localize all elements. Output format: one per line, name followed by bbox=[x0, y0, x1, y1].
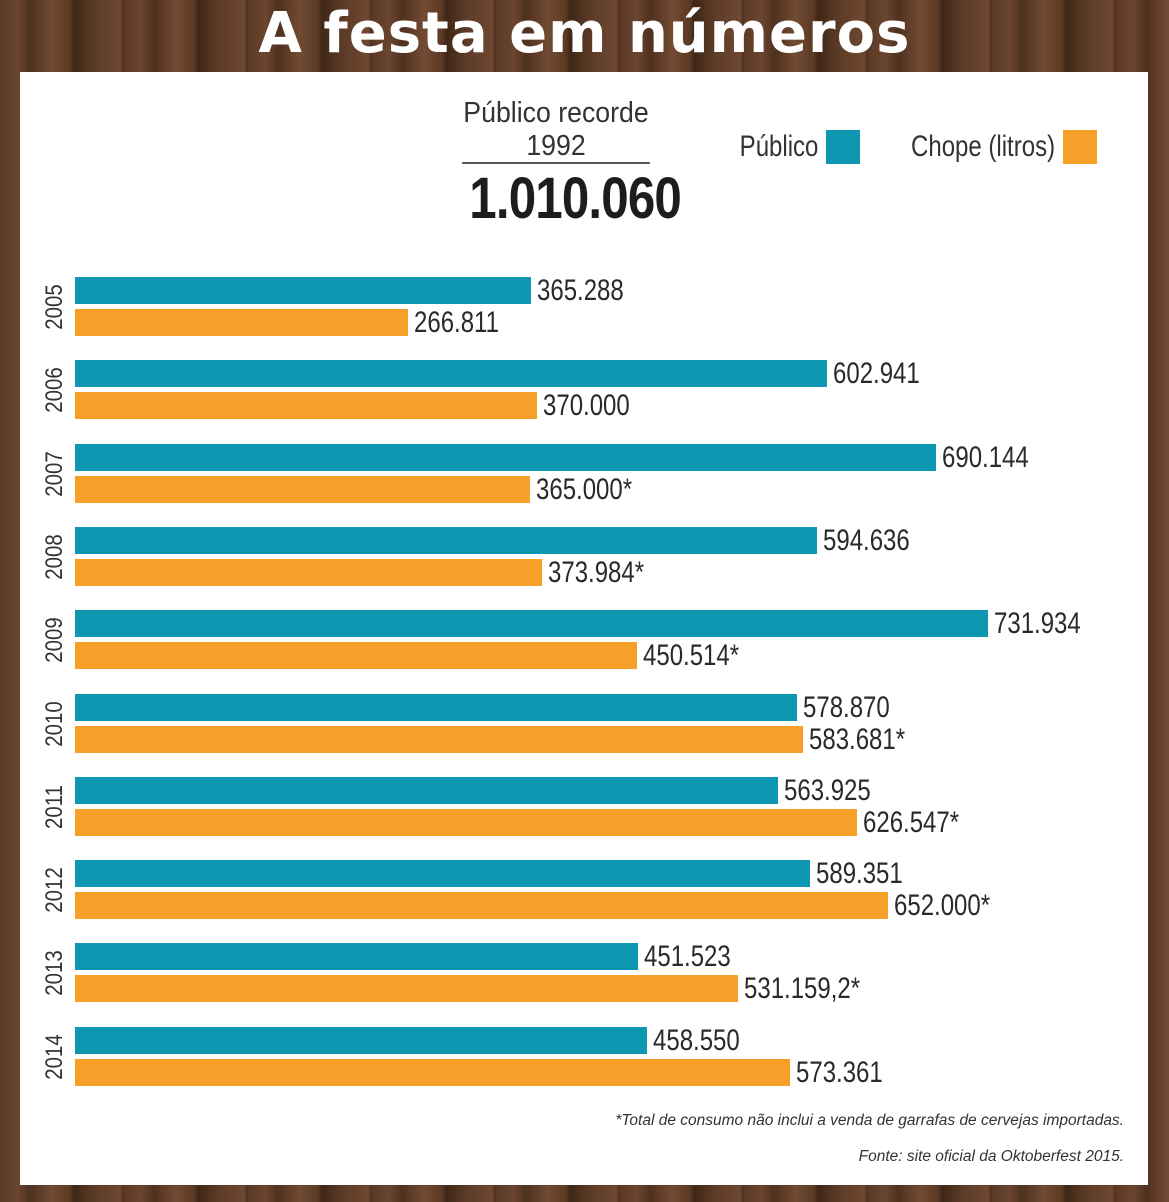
bar-chope bbox=[75, 309, 408, 336]
record-label: Público recorde bbox=[463, 97, 649, 129]
bar-publico bbox=[75, 277, 531, 304]
year-label: 2008 bbox=[41, 534, 68, 580]
year-label: 2009 bbox=[41, 617, 68, 663]
legend-publico: Público bbox=[720, 130, 861, 164]
bar-chope bbox=[75, 1058, 791, 1086]
record-box: Público recorde 1992 1.010.060 bbox=[454, 96, 682, 234]
data-label: 731.934 bbox=[994, 607, 1081, 641]
bar-chope bbox=[75, 642, 637, 670]
bar-chope bbox=[75, 558, 542, 586]
footnote: *Total de consumo não inclui a venda de … bbox=[615, 1112, 1124, 1129]
year-label: 2012 bbox=[41, 867, 68, 913]
infographic-title: A festa em números bbox=[258, 1, 911, 66]
year-label: 2010 bbox=[41, 700, 68, 747]
data-label: 266.811 bbox=[413, 306, 499, 339]
bar-chope bbox=[75, 725, 804, 753]
year-label: 2013 bbox=[41, 950, 68, 997]
data-label: 450.514* bbox=[642, 639, 740, 673]
legend-label: Público bbox=[739, 130, 819, 163]
bar-publico bbox=[75, 360, 828, 388]
bar-publico bbox=[75, 693, 798, 721]
bar-chart: 2005 365.288 266.811 2006 602.941 370.000 2007… bbox=[20, 72, 1148, 1185]
bar-publico bbox=[75, 1026, 647, 1054]
year-label: 2006 bbox=[41, 367, 68, 413]
year-label: 2014 bbox=[41, 1034, 68, 1080]
data-label: 458.550 bbox=[652, 1023, 740, 1057]
data-label: 583.681* bbox=[809, 722, 906, 756]
data-label: 370.000 bbox=[542, 389, 630, 423]
bar-publico bbox=[75, 943, 639, 971]
data-label: 602.941 bbox=[833, 357, 920, 391]
bar-publico bbox=[75, 776, 779, 804]
data-label: 594.636 bbox=[822, 523, 910, 557]
bar-publico bbox=[75, 526, 817, 554]
data-label: 652.000* bbox=[894, 889, 991, 923]
record-year: 1992 bbox=[462, 130, 650, 164]
year-label: 2007 bbox=[41, 450, 68, 497]
legend-label: Chope (litros) bbox=[911, 130, 1056, 163]
data-label: 365.000* bbox=[536, 472, 633, 506]
legend-swatch-chope bbox=[1063, 130, 1098, 164]
legend-swatch-publico bbox=[826, 130, 861, 164]
bar-publico bbox=[75, 860, 811, 888]
data-label: 626.547* bbox=[862, 805, 959, 839]
data-label: 531.159,2* bbox=[743, 972, 860, 1006]
bar-chope bbox=[75, 475, 531, 503]
year-label: 2011 bbox=[41, 784, 68, 829]
data-label: 451.523 bbox=[644, 940, 731, 974]
data-label: 563.925 bbox=[784, 773, 872, 807]
data-label: 373.984* bbox=[547, 555, 644, 589]
bar-chope bbox=[75, 975, 738, 1003]
data-label: 690.144 bbox=[941, 440, 1029, 474]
bar-publico bbox=[75, 443, 936, 471]
bar-chope bbox=[75, 892, 889, 920]
bar-chope bbox=[75, 392, 537, 420]
bar-chope bbox=[75, 808, 857, 836]
source-note: Fonte: site oficial da Oktoberfest 2015. bbox=[858, 1148, 1124, 1165]
data-label: 589.351 bbox=[816, 857, 903, 891]
chart-panel: Público recorde 1992 1.010.060 Público C… bbox=[20, 72, 1148, 1185]
data-label: 573.361 bbox=[796, 1055, 883, 1089]
year-label: 2005 bbox=[41, 284, 68, 330]
legend-chope: Chope (litros) bbox=[875, 130, 1098, 164]
bar-publico bbox=[75, 610, 988, 638]
data-label: 578.870 bbox=[803, 690, 890, 724]
data-label: 365.288 bbox=[536, 274, 624, 307]
